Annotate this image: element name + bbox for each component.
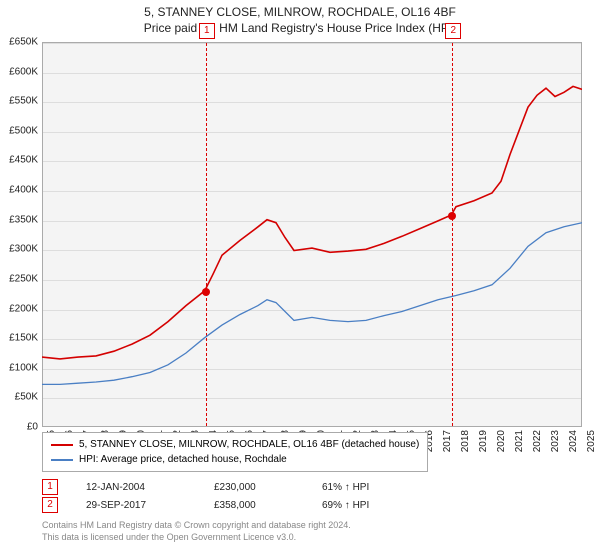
y-tick-label: £400K: [0, 185, 38, 196]
sale-date: 29-SEP-2017: [86, 500, 186, 511]
marker-dot-1: [202, 288, 210, 296]
footer-attribution: Contains HM Land Registry data © Crown c…: [42, 520, 351, 543]
y-tick-label: £550K: [0, 96, 38, 107]
chart-lines: [42, 42, 582, 427]
series-hpi: [42, 223, 582, 385]
marker-dot-2: [448, 212, 456, 220]
legend-item: HPI: Average price, detached house, Roch…: [51, 452, 419, 467]
sale-marker: 1: [42, 479, 58, 495]
y-tick-label: £450K: [0, 155, 38, 166]
y-tick-label: £0: [0, 422, 38, 433]
y-tick-label: £250K: [0, 273, 38, 284]
y-tick-label: £350K: [0, 214, 38, 225]
marker-box-2: 2: [445, 23, 461, 39]
x-tick-label: 2024: [568, 430, 579, 452]
y-tick-label: £100K: [0, 362, 38, 373]
legend: 5, STANNEY CLOSE, MILNROW, ROCHDALE, OL1…: [42, 432, 428, 472]
sale-date: 12-JAN-2004: [86, 482, 186, 493]
footer-line-1: Contains HM Land Registry data © Crown c…: [42, 520, 351, 532]
sale-hpi: 61% ↑ HPI: [322, 482, 369, 493]
y-tick-label: £500K: [0, 125, 38, 136]
x-tick-label: 2022: [532, 430, 543, 452]
y-tick-label: £50K: [0, 392, 38, 403]
x-tick-label: 2023: [550, 430, 561, 452]
x-tick-label: 2020: [496, 430, 507, 452]
legend-swatch: [51, 459, 73, 461]
y-tick-label: £650K: [0, 37, 38, 48]
title-line-2: Price paid vs. HM Land Registry's House …: [0, 20, 600, 36]
legend-item: 5, STANNEY CLOSE, MILNROW, ROCHDALE, OL1…: [51, 437, 419, 452]
x-tick-label: 2017: [442, 430, 453, 452]
sale-row: 1 12-JAN-2004 £230,000 61% ↑ HPI: [42, 478, 369, 496]
y-tick-label: £600K: [0, 66, 38, 77]
chart-area: 12 £0£50K£100K£150K£200K£250K£300K£350K£…: [42, 42, 582, 427]
x-tick-label: 2018: [460, 430, 471, 452]
legend-label: 5, STANNEY CLOSE, MILNROW, ROCHDALE, OL1…: [79, 437, 419, 452]
legend-label: HPI: Average price, detached house, Roch…: [79, 452, 287, 467]
x-tick-label: 2025: [586, 430, 597, 452]
sales-table: 1 12-JAN-2004 £230,000 61% ↑ HPI 2 29-SEP-201…: [42, 478, 369, 514]
marker-box-1: 1: [199, 23, 215, 39]
sale-row: 2 29-SEP-2017 £358,000 69% ↑ HPI: [42, 496, 369, 514]
title-line-1: 5, STANNEY CLOSE, MILNROW, ROCHDALE, OL1…: [0, 4, 600, 20]
footer-line-2: This data is licensed under the Open Gov…: [42, 532, 351, 544]
x-tick-label: 2021: [514, 430, 525, 452]
sale-marker: 2: [42, 497, 58, 513]
y-tick-label: £200K: [0, 303, 38, 314]
y-tick-label: £300K: [0, 244, 38, 255]
y-tick-label: £150K: [0, 333, 38, 344]
sale-price: £230,000: [214, 482, 294, 493]
sale-hpi: 69% ↑ HPI: [322, 500, 369, 511]
sale-price: £358,000: [214, 500, 294, 511]
chart-title: 5, STANNEY CLOSE, MILNROW, ROCHDALE, OL1…: [0, 0, 600, 36]
legend-swatch: [51, 444, 73, 446]
x-tick-label: 2019: [478, 430, 489, 452]
